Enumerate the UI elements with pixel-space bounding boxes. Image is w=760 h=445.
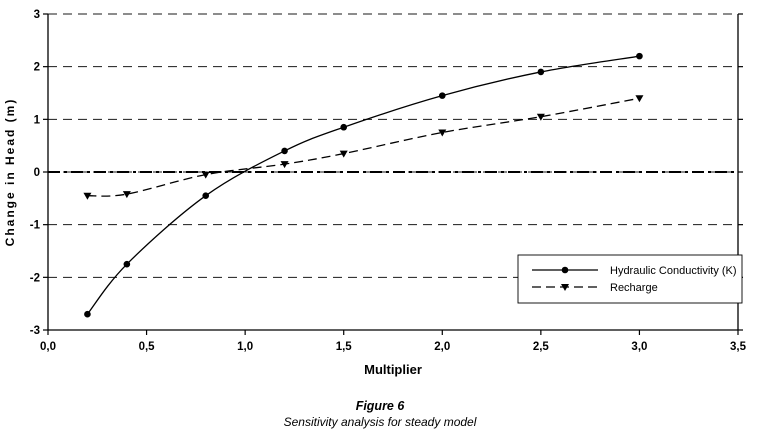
y-tick-label: 3 bbox=[34, 9, 40, 21]
legend-box bbox=[517, 254, 743, 304]
data-point-triangle bbox=[635, 95, 644, 103]
x-tick-label: 2,0 bbox=[434, 341, 450, 353]
data-point-triangle bbox=[280, 161, 289, 169]
x-axis-title: Multiplier bbox=[364, 362, 422, 377]
data-point-triangle bbox=[536, 113, 545, 121]
x-tick-label: 2,5 bbox=[533, 341, 550, 353]
series-line-circle bbox=[86, 55, 640, 315]
data-point-triangle bbox=[201, 171, 210, 179]
x-tick-label: 0,0 bbox=[40, 341, 56, 353]
data-point-circle bbox=[202, 192, 210, 199]
figure-caption-title: Figure 6 bbox=[355, 399, 405, 413]
x-tick-label: 0,5 bbox=[139, 341, 156, 353]
data-point-circle bbox=[84, 310, 91, 318]
y-tick-label: -1 bbox=[30, 220, 41, 232]
data-point-circle bbox=[340, 123, 348, 131]
data-point-circle bbox=[636, 52, 643, 60]
data-point-circle bbox=[537, 68, 545, 76]
figure-caption-subtitle: Sensitivity analysis for steady model bbox=[283, 414, 477, 429]
y-tick-label: 1 bbox=[34, 114, 41, 126]
y-tick-label: -2 bbox=[30, 272, 40, 284]
x-tick-label: 3,0 bbox=[631, 341, 647, 353]
data-point-triangle bbox=[339, 150, 348, 158]
data-point-circle bbox=[281, 147, 288, 155]
series-line-triangle-down bbox=[87, 97, 640, 197]
x-tick-label: 3,5 bbox=[730, 341, 747, 353]
legend-label: Recharge bbox=[610, 282, 658, 294]
y-tick-label: -3 bbox=[30, 325, 40, 337]
legend-label: Hydraulic Conductivity (K) bbox=[610, 265, 737, 277]
data-point-triangle bbox=[438, 129, 447, 137]
figure-caption: Figure 6 Sensitivity analysis for steady… bbox=[0, 399, 760, 430]
x-tick-label: 1,0 bbox=[237, 341, 253, 353]
y-tick-label: 0 bbox=[34, 167, 40, 179]
data-point-circle bbox=[561, 266, 569, 274]
y-tick-label: 2 bbox=[34, 62, 40, 74]
data-point-triangle bbox=[122, 191, 131, 199]
data-point-triangle bbox=[83, 192, 92, 200]
data-point-circle bbox=[438, 92, 446, 99]
data-point-triangle bbox=[561, 284, 569, 291]
y-axis-title: Change in Head (m) bbox=[3, 98, 17, 247]
x-tick-label: 1,5 bbox=[336, 341, 353, 353]
sensitivity-chart: -3 -2 -1 0 1 2 3 0,0 0,5 1,0 1,5 2,0 2,5 3,0 3,5 Multip… bbox=[3, 9, 747, 377]
data-point-circle bbox=[123, 260, 131, 268]
